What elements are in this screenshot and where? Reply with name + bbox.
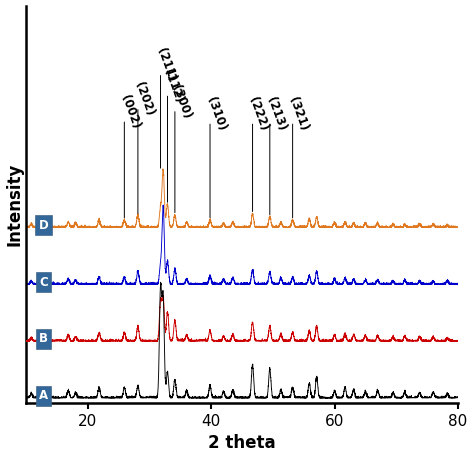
Text: (002): (002): [118, 93, 142, 131]
Text: (321): (321): [287, 95, 311, 133]
Text: (202): (202): [132, 81, 156, 118]
Y-axis label: Intensity: Intensity: [6, 163, 24, 246]
Text: (310): (310): [204, 95, 228, 133]
Text: (300): (300): [169, 83, 193, 120]
Text: (213): (213): [264, 95, 288, 133]
Text: A: A: [39, 389, 48, 402]
Text: C: C: [39, 276, 48, 289]
Text: (211): (211): [155, 47, 179, 84]
Text: B: B: [39, 333, 48, 345]
Text: (222): (222): [246, 95, 271, 133]
X-axis label: 2 theta: 2 theta: [208, 435, 276, 453]
Text: (112): (112): [161, 67, 186, 105]
Text: D: D: [39, 218, 48, 232]
